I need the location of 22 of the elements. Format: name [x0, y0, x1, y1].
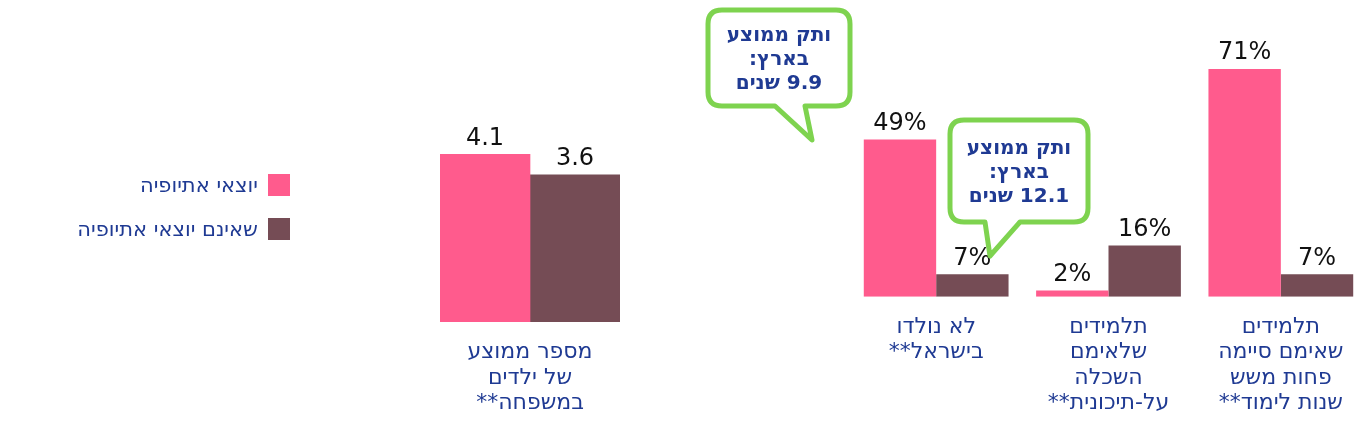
x-tick-label: לא נולדו בישראל** [888, 313, 984, 364]
text: ותק ממוצע בארץ: 9.9 שנים [726, 22, 832, 94]
bar [1208, 68, 1281, 297]
bar [1108, 245, 1181, 297]
bar [1280, 274, 1354, 297]
x-tick-label: מספר ממוצע של ילדים במשפחה** [467, 338, 593, 415]
data-label: 2% [1053, 258, 1092, 287]
data-label: 49% [873, 107, 927, 136]
data-label: 3.6 [555, 143, 595, 172]
data-label: 71% [1217, 37, 1272, 66]
x-tick-label: תלמידים שלאימם השכלה על-תיכונית** [1047, 313, 1170, 415]
data-label: 7% [953, 242, 992, 271]
bar [936, 274, 1009, 297]
data-label: 16% [1118, 213, 1172, 242]
x-tick-label: תלמידים שאימם סיימה פחות משש שנות לימוד** [1218, 313, 1344, 415]
bar [863, 139, 937, 297]
annotation: ותק ממוצע בארץ: 12.1 שנים [966, 135, 1072, 207]
data-label: 4.1 [465, 122, 505, 151]
data-label: 7% [1297, 242, 1337, 271]
legend-label: שאינם יוצאי אתיופיה [77, 216, 258, 242]
legend-label: יוצאי אתיופיה [139, 172, 258, 198]
bar [1036, 290, 1109, 297]
